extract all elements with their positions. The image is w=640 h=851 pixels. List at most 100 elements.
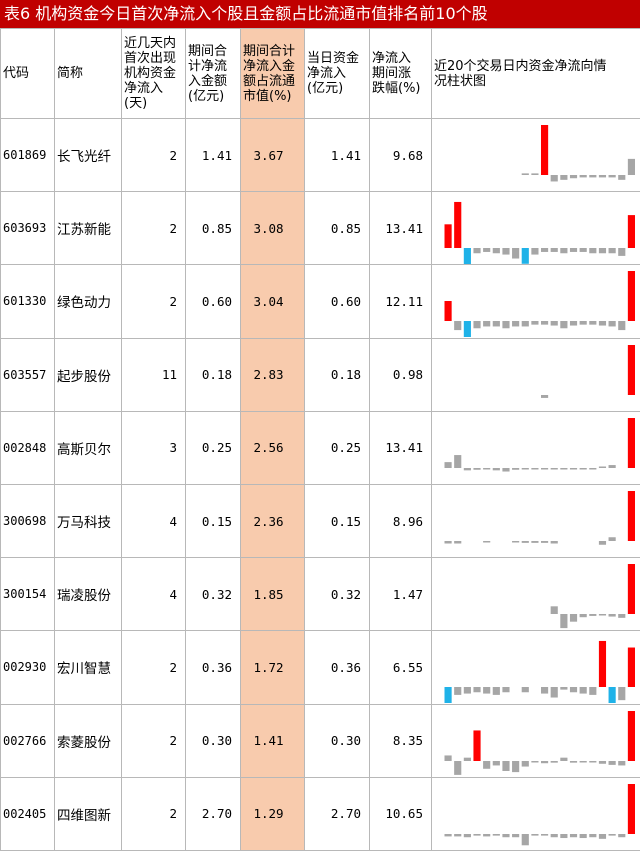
- flow-bar: [599, 321, 606, 326]
- flow-bar: [580, 321, 587, 325]
- flow-bar: [599, 248, 606, 253]
- flow-bar: [580, 761, 587, 763]
- change-value: 13.41: [370, 411, 432, 484]
- flow-bar: [628, 564, 635, 614]
- stock-code: 603557: [1, 338, 55, 411]
- flow-bar: [464, 757, 471, 760]
- days-value: 3: [122, 411, 186, 484]
- flow-bar: [560, 834, 567, 838]
- flow-bar: [445, 225, 452, 249]
- header-change: 净流入期间涨跌幅(%): [370, 29, 432, 119]
- days-value: 4: [122, 558, 186, 631]
- header-days: 近几天内首次出现机构资金净流入(天): [122, 29, 186, 119]
- flow-bar: [473, 468, 480, 470]
- flow-bar: [570, 321, 577, 326]
- flow-bar: [618, 175, 625, 180]
- flow-bar: [580, 468, 587, 470]
- stock-name: 绿色动力: [55, 265, 122, 338]
- change-value: 9.68: [370, 119, 432, 192]
- stock-code: 002766: [1, 704, 55, 777]
- table-row: 002766 索菱股份 2 0.30 1.41 0.30 8.35: [1, 704, 640, 777]
- flow-bar: [512, 761, 519, 772]
- flow-bar: [522, 761, 529, 767]
- flow-bar-chart: [432, 338, 640, 411]
- flow-bar: [502, 834, 509, 837]
- flow-bar-chart: [432, 192, 640, 265]
- flow-bar: [541, 687, 548, 694]
- flow-bar: [473, 248, 480, 253]
- flow-bar: [473, 687, 480, 692]
- stock-name: 起步股份: [55, 338, 122, 411]
- flow-bar: [464, 834, 471, 837]
- today-value: 0.32: [305, 558, 370, 631]
- flow-bar: [445, 755, 452, 761]
- flow-bar: [483, 468, 490, 470]
- stock-code: 601869: [1, 119, 55, 192]
- flow-bar: [589, 248, 596, 253]
- period-ratio-value: 3.04: [241, 265, 305, 338]
- flow-bar: [531, 541, 538, 543]
- flow-bar: [628, 491, 635, 541]
- flow-bars: [432, 558, 639, 630]
- flow-bar: [551, 607, 558, 615]
- flow-bar: [512, 321, 519, 326]
- days-value: 2: [122, 777, 186, 850]
- flow-bar: [493, 761, 500, 765]
- stock-code: 300154: [1, 558, 55, 631]
- stock-code: 002930: [1, 631, 55, 704]
- flow-bar: [502, 761, 509, 771]
- header-name: 简称: [55, 29, 122, 119]
- period-ratio-value: 1.41: [241, 704, 305, 777]
- flow-bar: [483, 834, 490, 836]
- change-value: 6.55: [370, 631, 432, 704]
- flow-bar: [541, 395, 548, 398]
- header-chart: 近20个交易日内资金净流向情况柱状图: [432, 29, 640, 119]
- header-period-amount: 期间合计净流入金额(亿元): [186, 29, 241, 119]
- stock-code: 002848: [1, 411, 55, 484]
- flow-bar: [599, 614, 606, 616]
- flow-bar: [541, 321, 548, 325]
- flow-bar: [464, 468, 471, 470]
- flow-bar: [522, 248, 529, 264]
- days-value: 2: [122, 631, 186, 704]
- today-value: 0.25: [305, 411, 370, 484]
- flow-bar: [570, 687, 577, 692]
- flow-bar-chart: [432, 631, 640, 704]
- stock-code: 300698: [1, 484, 55, 557]
- flow-bar: [483, 761, 490, 769]
- flow-bar: [541, 468, 548, 470]
- flow-bar: [560, 687, 567, 690]
- flow-bar: [551, 468, 558, 470]
- flow-bar: [609, 321, 616, 326]
- flow-bar: [609, 175, 616, 177]
- table-row: 603557 起步股份 11 0.18 2.83 0.18 0.98: [1, 338, 640, 411]
- flow-bar: [522, 687, 529, 692]
- flow-bar: [502, 687, 509, 692]
- flow-bar: [541, 125, 548, 175]
- flow-bar-chart: [432, 704, 640, 777]
- table-row: 002405 四维图新 2 2.70 1.29 2.70 10.65: [1, 777, 640, 850]
- flow-bar: [512, 248, 519, 259]
- flow-bar: [502, 321, 509, 328]
- flow-bar: [560, 175, 567, 180]
- flow-bar: [502, 248, 509, 255]
- flow-bar: [541, 761, 548, 763]
- flow-bar: [599, 761, 606, 764]
- flow-bar: [445, 462, 452, 468]
- flow-bars: [432, 485, 639, 557]
- period-amount-value: 2.70: [186, 777, 241, 850]
- flow-bar: [473, 730, 480, 761]
- today-value: 2.70: [305, 777, 370, 850]
- change-value: 8.96: [370, 484, 432, 557]
- stock-name: 四维图新: [55, 777, 122, 850]
- period-ratio-value: 3.67: [241, 119, 305, 192]
- stock-name: 江苏新能: [55, 192, 122, 265]
- flow-bar: [454, 541, 461, 544]
- table-row: 002930 宏川智慧 2 0.36 1.72 0.36 6.55: [1, 631, 640, 704]
- flow-bar: [464, 321, 471, 337]
- table-row: 300154 瑞凌股份 4 0.32 1.85 0.32 1.47: [1, 558, 640, 631]
- period-amount-value: 0.85: [186, 192, 241, 265]
- flow-bar: [599, 466, 606, 468]
- flow-bar: [531, 248, 538, 255]
- flow-bar: [493, 248, 500, 253]
